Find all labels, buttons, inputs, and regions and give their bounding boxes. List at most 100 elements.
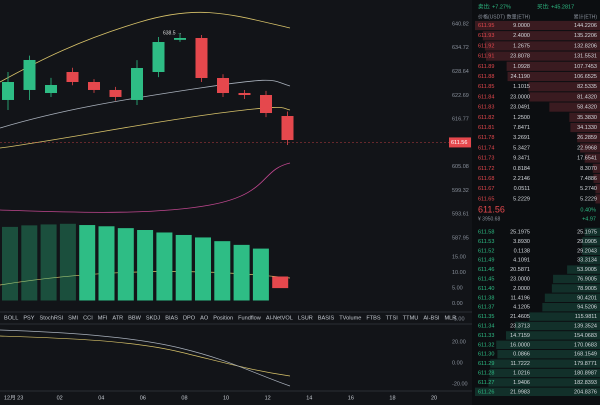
indicator-tab[interactable]: TTSI [386, 315, 399, 321]
price: 611.35 [478, 314, 494, 320]
depth-bar [497, 350, 600, 359]
indicator-tab[interactable]: SKDJ [146, 315, 161, 321]
amount: 21.4605 [510, 314, 530, 320]
total: 139.3524 [574, 323, 597, 329]
total: 168.1549 [574, 352, 597, 358]
hist-bar [117, 228, 134, 301]
total: 204.8376 [574, 389, 597, 395]
amount: 23.0000 [510, 276, 530, 282]
amount: 16.0000 [510, 342, 530, 348]
price: 611.72 [478, 166, 494, 172]
total: 81.4320 [577, 94, 597, 100]
price-tick: 593.61 [452, 212, 469, 218]
amount: 14.7159 [510, 333, 530, 339]
indicator-tab[interactable]: BOLL [4, 315, 18, 321]
current-price: 611.56 [451, 140, 467, 146]
amount: 21.9983 [510, 389, 530, 395]
hist-bar [272, 276, 289, 289]
sell-change: 卖出: +7.27% [478, 2, 511, 10]
depth-bar [592, 163, 600, 173]
price: 611.30 [478, 352, 494, 358]
price: 611.67 [478, 186, 494, 192]
indicator-tab[interactable]: StochRSI [40, 315, 64, 321]
indicator-tab[interactable]: SMI [68, 315, 78, 321]
total: 33.3134 [577, 258, 597, 264]
depth-bar [490, 359, 600, 368]
indicator-tab[interactable]: BASIS [318, 315, 335, 321]
price-tick: 599.32 [452, 188, 469, 194]
depth-bar [577, 133, 600, 143]
column-header: 价格(USDT) [478, 13, 505, 20]
indicator-tab[interactable]: Position [213, 315, 233, 321]
mid-pct: 0.40% [580, 207, 596, 213]
indicator-tab[interactable]: BIAS [165, 315, 178, 321]
hist-bar [40, 224, 57, 301]
volume-tick: 10.00 [452, 270, 466, 276]
price: 611.73 [478, 156, 494, 162]
amount: 23.0000 [510, 94, 530, 100]
amount: 24.1190 [511, 74, 530, 80]
buy-change: 买出: +45.2817 [537, 2, 574, 10]
indicator-tab[interactable]: BBW [128, 315, 141, 321]
amount: 1.0928 [513, 64, 530, 70]
candle-body [2, 82, 14, 100]
total: 29.2043 [577, 248, 597, 254]
price: 611.83 [478, 105, 494, 111]
total: 106.6525 [574, 74, 597, 80]
indicator-tab[interactable]: FTBS [366, 315, 381, 321]
osc-line [0, 335, 291, 377]
price: 611.58 [478, 229, 494, 235]
amount: 11.4196 [511, 295, 530, 301]
indicator-tab[interactable]: LSUR [298, 315, 313, 321]
depth-bar [485, 51, 600, 61]
price-tick: 605.08 [452, 164, 469, 170]
indicator-tab[interactable]: MFI [98, 315, 108, 321]
depth-bar [584, 227, 600, 237]
amount: 0.8184 [513, 166, 530, 172]
indicator-tab[interactable]: AO [200, 315, 209, 321]
price: 611.29 [478, 361, 494, 367]
date-tick: 06 [140, 395, 146, 401]
price: 611.74 [478, 145, 494, 151]
volume-tick: 0.00 [452, 301, 463, 307]
total: 7.4886 [580, 176, 597, 182]
indicator-tab[interactable]: AI-BSI [423, 315, 440, 321]
indicator-tab[interactable]: PSY [23, 315, 34, 321]
price: 611.82 [478, 115, 494, 121]
hist-bar [137, 230, 154, 301]
total: 8.3070 [580, 166, 597, 172]
date-tick: 12月 23 [4, 394, 23, 401]
total: 180.8987 [574, 370, 597, 376]
depth-bar [567, 265, 600, 274]
indicator-tab[interactable]: CCI [83, 315, 93, 321]
amount: 9.3471 [513, 156, 530, 162]
total: 76.9005 [577, 276, 597, 282]
indicator-tab[interactable]: AI-NetVOL [266, 315, 293, 321]
amount: 5.2229 [513, 196, 530, 202]
hist-bar [252, 248, 269, 301]
indicator-tab[interactable]: TVolume [339, 315, 361, 321]
indicator-tab[interactable]: Fundflow [238, 315, 262, 321]
candle-body [88, 82, 100, 90]
indicator-tab[interactable]: DPO [183, 315, 196, 321]
total: 90.4201 [577, 295, 597, 301]
amount: 0.0511 [514, 186, 530, 192]
indicator-tab[interactable]: MLR [444, 315, 456, 321]
column-header: 数量(ETH) [507, 13, 531, 20]
depth-bar [529, 312, 600, 321]
total: 34.1330 [577, 125, 597, 131]
price: 611.33 [478, 333, 494, 339]
hist-bar [233, 244, 250, 301]
volume-tick: -5.00 [452, 316, 465, 322]
amount: 1.1015 [513, 84, 530, 90]
candle-body [195, 38, 208, 78]
total: 29.0905 [577, 239, 597, 245]
indicator-tab[interactable]: TTMU [403, 315, 419, 321]
price: 611.91 [478, 54, 494, 60]
depth-bar [551, 284, 600, 293]
amount: 9.0000 [513, 23, 530, 29]
amount: 23.0491 [510, 105, 530, 111]
candle-body [260, 94, 272, 114]
boll-upper [0, 11, 291, 83]
indicator-tab[interactable]: ATR [112, 315, 123, 321]
